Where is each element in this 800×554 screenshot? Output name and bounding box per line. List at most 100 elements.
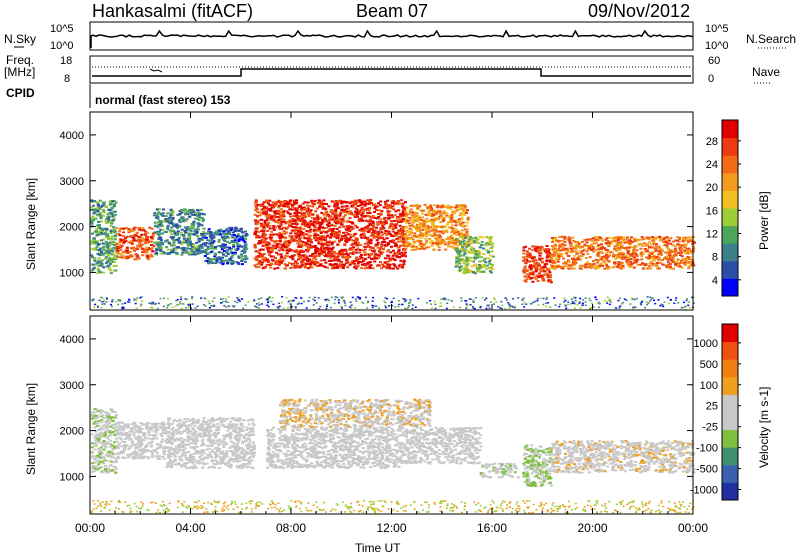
data-cell	[253, 244, 257, 247]
near-range-cell	[469, 303, 472, 306]
data-cell	[692, 248, 696, 251]
data-cell	[304, 243, 308, 246]
data-cell	[478, 267, 482, 269]
data-cell	[455, 219, 459, 222]
data-cell	[633, 247, 636, 250]
data-cell	[262, 232, 266, 235]
data-cell	[261, 203, 264, 206]
data-cell	[621, 240, 625, 243]
data-cell	[333, 203, 337, 206]
data-cell	[476, 238, 480, 241]
data-cell	[347, 239, 351, 242]
data-cell	[455, 256, 459, 259]
data-cell	[401, 212, 405, 215]
data-cell	[533, 258, 537, 261]
data-cell	[683, 251, 687, 254]
data-cell	[650, 257, 654, 260]
data-cell	[432, 224, 436, 227]
data-cell	[348, 256, 352, 258]
data-cell	[262, 208, 266, 211]
data-cell	[288, 208, 292, 211]
data-cell	[567, 236, 571, 239]
data-cell	[676, 265, 680, 268]
data-cell	[409, 232, 413, 235]
data-cell	[355, 244, 359, 247]
data-cell	[373, 207, 377, 210]
data-cell	[302, 258, 306, 261]
data-cell	[419, 244, 423, 247]
data-cell	[621, 251, 625, 254]
data-cell	[143, 249, 147, 252]
near-range-cell	[344, 304, 347, 307]
data-cell	[111, 241, 115, 243]
data-cell	[462, 272, 466, 274]
data-cell	[169, 220, 173, 223]
data-cell	[474, 250, 478, 253]
data-cell	[294, 202, 298, 205]
data-cell	[313, 218, 316, 221]
data-cell	[378, 264, 381, 267]
data-cell	[384, 203, 388, 206]
data-cell	[275, 233, 279, 236]
data-cell	[574, 250, 578, 253]
data-cell	[104, 258, 108, 260]
data-cell	[488, 267, 492, 269]
data-cell	[368, 212, 372, 214]
data-cell	[168, 219, 172, 222]
data-cell	[394, 226, 398, 229]
data-cell	[159, 228, 163, 231]
data-cell	[129, 234, 133, 237]
data-cell	[356, 262, 360, 265]
near-range-cell	[629, 303, 632, 305]
data-cell	[241, 231, 245, 234]
data-cell	[383, 244, 387, 247]
data-cell	[471, 250, 475, 253]
data-cell	[636, 263, 640, 266]
data-cell	[285, 203, 289, 206]
near-range-cell	[222, 300, 225, 303]
data-cell	[346, 219, 350, 222]
data-cell	[100, 264, 104, 267]
data-cell	[453, 220, 456, 223]
data-cell	[463, 206, 467, 209]
data-cell	[411, 214, 415, 217]
near-range-cell	[411, 307, 414, 310]
data-cell	[473, 255, 477, 258]
near-range-cell	[564, 299, 567, 302]
data-cell	[263, 222, 267, 224]
data-cell	[243, 250, 247, 253]
near-range-cell	[139, 297, 142, 299]
data-cell	[420, 245, 424, 248]
data-cell	[570, 248, 574, 251]
data-cell	[621, 264, 625, 267]
near-range-cell	[182, 303, 185, 305]
data-cell	[423, 225, 427, 227]
near-range-cell	[677, 302, 680, 304]
data-cell	[637, 242, 641, 245]
data-cell	[438, 205, 442, 208]
data-cell	[612, 256, 616, 259]
data-cell	[313, 245, 317, 248]
data-cell	[445, 229, 448, 232]
data-cell	[140, 233, 144, 236]
data-cell	[315, 265, 319, 268]
data-cell	[557, 264, 560, 267]
near-range-cell	[350, 307, 353, 309]
data-cell	[547, 275, 551, 278]
data-cell	[525, 273, 529, 276]
data-cell	[360, 218, 364, 221]
data-cell	[471, 260, 475, 263]
data-cell	[529, 264, 533, 267]
data-cell	[490, 247, 494, 250]
data-cell	[256, 203, 260, 206]
data-cell	[198, 223, 202, 226]
data-cell	[388, 204, 392, 207]
data-cell	[591, 260, 595, 263]
data-cell	[570, 244, 573, 247]
data-cell	[300, 220, 304, 223]
near-range-cell	[572, 296, 575, 298]
near-range-cell	[492, 297, 495, 299]
data-cell	[380, 241, 384, 244]
data-cell	[196, 222, 200, 225]
data-cell	[451, 210, 455, 213]
